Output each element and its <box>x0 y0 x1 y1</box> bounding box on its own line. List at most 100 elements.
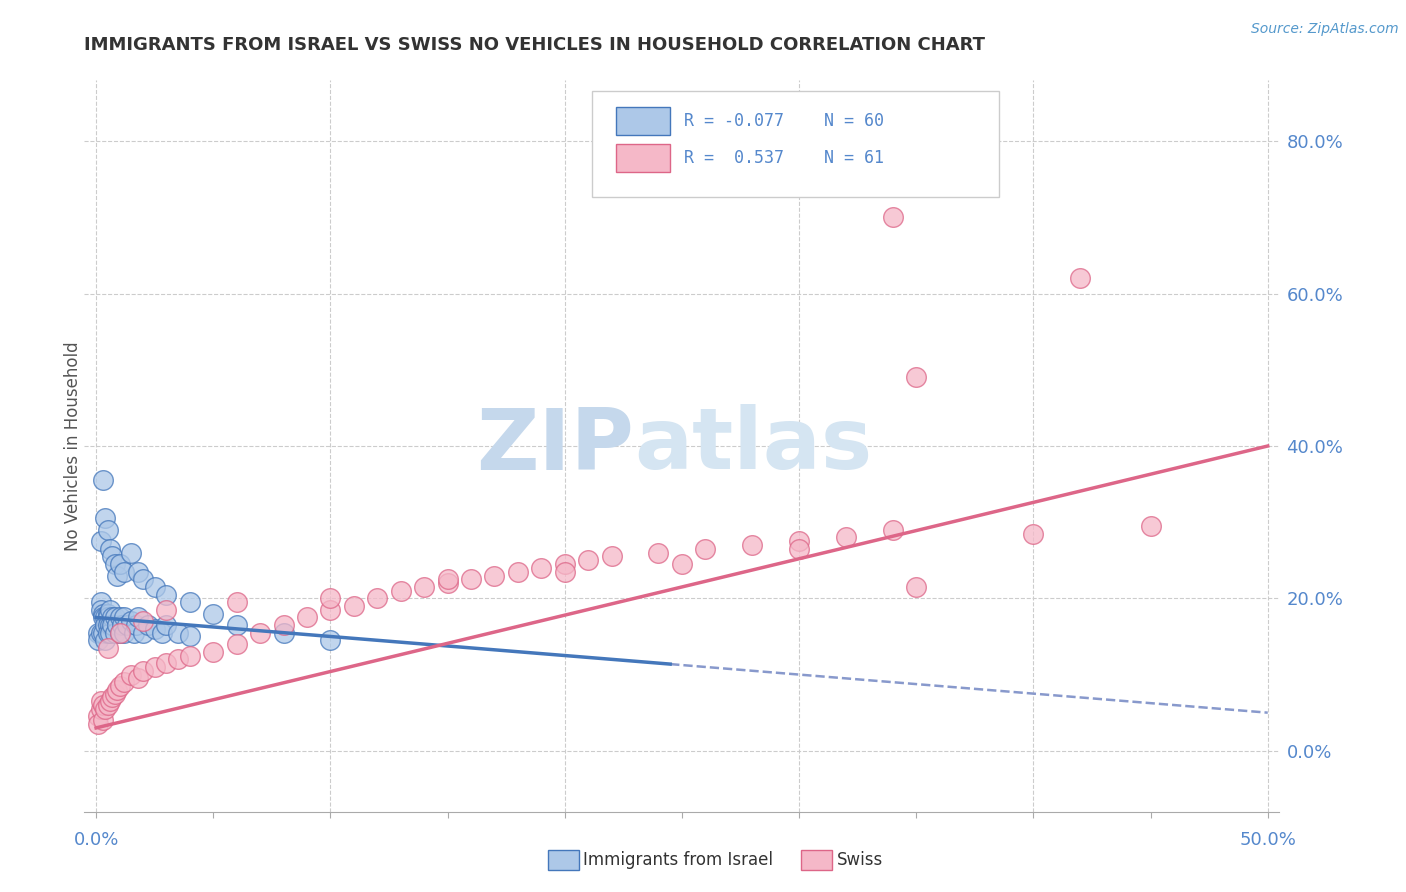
Point <box>484 568 506 582</box>
Point <box>905 580 928 594</box>
Point <box>105 618 128 632</box>
Point <box>155 656 177 670</box>
Point <box>97 610 120 624</box>
Point <box>87 709 110 723</box>
Point <box>127 565 149 579</box>
Point <box>273 618 295 632</box>
Point <box>94 702 117 716</box>
Point <box>90 702 112 716</box>
Point <box>143 580 166 594</box>
Point <box>167 652 190 666</box>
Point <box>98 603 121 617</box>
Point <box>94 610 117 624</box>
Point <box>1139 519 1161 533</box>
Point <box>273 625 295 640</box>
Point <box>98 541 121 556</box>
Point <box>905 370 928 384</box>
Text: R = -0.077    N = 60: R = -0.077 N = 60 <box>685 112 884 130</box>
Point <box>671 557 693 571</box>
Point <box>319 591 342 606</box>
Point <box>104 557 127 571</box>
Point <box>94 511 117 525</box>
Point <box>225 595 247 609</box>
Point <box>97 640 120 655</box>
Point <box>101 690 124 705</box>
Point <box>787 541 810 556</box>
Point <box>127 610 149 624</box>
Point <box>101 610 124 624</box>
Point <box>460 572 482 586</box>
Point <box>87 717 110 731</box>
Point <box>835 530 858 544</box>
Point <box>97 625 120 640</box>
Point <box>97 523 120 537</box>
Point <box>98 618 121 632</box>
Point <box>108 679 131 693</box>
Point <box>143 622 166 636</box>
Point <box>136 618 159 632</box>
Point <box>91 610 114 624</box>
Point <box>127 672 149 686</box>
Point <box>695 541 717 556</box>
Text: R =  0.537    N = 61: R = 0.537 N = 61 <box>685 149 884 167</box>
Point <box>112 610 135 624</box>
Point <box>436 572 458 586</box>
Point <box>600 549 623 564</box>
Point <box>90 603 112 617</box>
Point <box>413 580 436 594</box>
Point <box>1022 526 1045 541</box>
Point <box>91 473 114 487</box>
Point <box>179 595 201 609</box>
Point <box>249 625 271 640</box>
Point <box>132 614 155 628</box>
Point <box>319 633 342 648</box>
Point <box>105 682 128 697</box>
Point <box>87 633 110 648</box>
Point <box>98 694 121 708</box>
Point <box>90 534 112 549</box>
Text: Swiss: Swiss <box>837 851 883 869</box>
Point <box>101 618 124 632</box>
Point <box>94 633 117 648</box>
Point <box>115 618 138 632</box>
Point <box>167 625 190 640</box>
Point <box>132 572 155 586</box>
Point <box>554 557 576 571</box>
Point <box>120 614 142 628</box>
Point <box>179 648 201 663</box>
FancyBboxPatch shape <box>616 107 671 136</box>
Point <box>120 546 142 560</box>
Point <box>787 534 810 549</box>
Point <box>295 610 318 624</box>
Point <box>122 625 145 640</box>
Text: 50.0%: 50.0% <box>1239 830 1296 849</box>
Text: 0.0%: 0.0% <box>73 830 118 849</box>
Point <box>882 211 904 225</box>
Point <box>366 591 388 606</box>
Point <box>155 618 177 632</box>
Text: IMMIGRANTS FROM ISRAEL VS SWISS NO VEHICLES IN HOUSEHOLD CORRELATION CHART: IMMIGRANTS FROM ISRAEL VS SWISS NO VEHIC… <box>84 36 986 54</box>
Point <box>647 546 669 560</box>
Point <box>132 625 155 640</box>
Point <box>90 694 112 708</box>
Point <box>1069 271 1091 285</box>
Point <box>108 625 131 640</box>
Point <box>105 568 128 582</box>
Point <box>155 603 177 617</box>
Point <box>112 565 135 579</box>
Y-axis label: No Vehicles in Household: No Vehicles in Household <box>65 341 82 551</box>
Point <box>90 625 112 640</box>
Point <box>506 565 529 579</box>
Point <box>104 610 127 624</box>
Point <box>143 660 166 674</box>
Point <box>225 618 247 632</box>
Point <box>91 625 114 640</box>
Point <box>436 576 458 591</box>
Point <box>112 625 135 640</box>
Point <box>150 625 173 640</box>
Point <box>741 538 763 552</box>
Point <box>179 630 201 644</box>
Text: atlas: atlas <box>634 404 872 488</box>
Point <box>389 583 412 598</box>
Text: ZIP: ZIP <box>477 404 634 488</box>
